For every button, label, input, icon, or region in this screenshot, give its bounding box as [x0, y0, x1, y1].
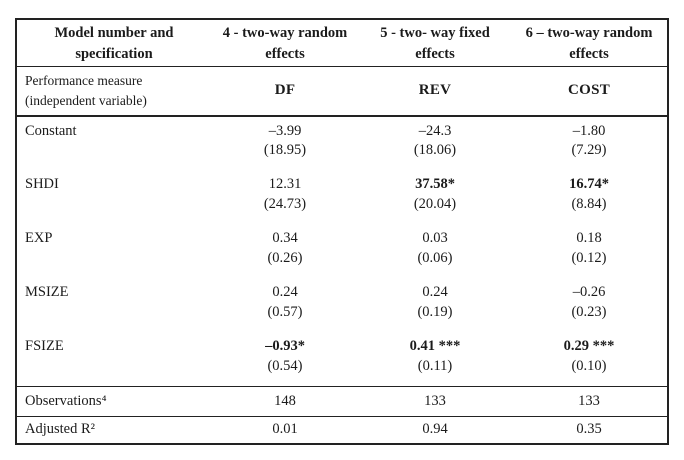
value-cell: 0.35: [511, 415, 668, 444]
value-cell: 0.94: [359, 415, 511, 444]
coef-cell: –0.93*: [265, 337, 305, 354]
row-msize-se: (0.57) (0.19) (0.23): [16, 302, 668, 322]
row-msize-coef: MSIZE 0.24 0.24 –0.26: [16, 282, 668, 302]
value-cell: 133: [359, 385, 511, 416]
value-cell: 133: [511, 385, 668, 416]
coef-cell: –24.3: [418, 123, 452, 139]
row-spacer: [16, 160, 668, 174]
se-cell: (24.73): [263, 195, 307, 212]
coef-cell: 0.34: [272, 229, 298, 246]
coef-cell: 16.74*: [569, 175, 609, 192]
coef-cell: 12.31: [268, 175, 302, 192]
header-measure-rev: REV: [359, 66, 511, 117]
row-spacer: [16, 268, 668, 282]
coef-cell: –3.99: [268, 123, 302, 139]
header-measure-df: DF: [211, 66, 359, 117]
se-cell: (0.57): [267, 303, 303, 320]
row-spacer: [16, 322, 668, 336]
row-exp-coef: EXP 0.34 0.03 0.18: [16, 228, 668, 248]
se-cell: (20.04): [413, 195, 457, 212]
coef-cell: 0.03: [422, 229, 448, 246]
se-cell: (18.95): [263, 141, 307, 158]
row-spacer: [16, 214, 668, 228]
header-model-5: 5 - two- way fixed effects: [359, 19, 511, 67]
coef-cell: 0.24: [422, 283, 448, 300]
coef-cell: 0.18: [576, 229, 602, 246]
row-shdi-se: (24.73) (20.04) (8.84): [16, 194, 668, 214]
coef-cell: –1.80: [572, 123, 606, 139]
row-shdi-coef: SHDI 12.31 37.58* 16.74*: [16, 174, 668, 194]
se-cell: (0.11): [417, 357, 453, 374]
row-fsize-coef: FSIZE –0.93* 0.41 *** 0.29 ***: [16, 336, 668, 356]
regression-results-table: Model number and specification 4 - two-w…: [15, 18, 669, 445]
se-cell: (0.54): [267, 357, 303, 374]
se-cell: (8.84): [571, 195, 607, 212]
header-model-4: 4 - two-way random effects: [211, 19, 359, 67]
empty-cell: [16, 194, 211, 214]
empty-cell: [16, 140, 211, 160]
row-constant-se: (18.95) (18.06) (7.29): [16, 140, 668, 160]
row-label: SHDI: [25, 175, 59, 192]
se-cell: (0.06): [417, 249, 453, 266]
se-cell: (0.10): [571, 357, 607, 374]
measure-header-row: Performance measure (independent variabl…: [16, 66, 668, 117]
row-label: EXP: [25, 229, 53, 246]
se-cell: (18.06): [413, 141, 457, 158]
empty-cell: [16, 356, 211, 376]
row-adjusted-r2: Adjusted R² 0.01 0.94 0.35: [16, 415, 668, 444]
row-label: Observations⁴: [16, 385, 211, 416]
header-model-6: 6 – two-way random effects: [511, 19, 668, 67]
row-exp-se: (0.26) (0.06) (0.12): [16, 248, 668, 268]
coef-cell: –0.26: [572, 283, 606, 300]
coef-cell: 0.29 ***: [563, 337, 615, 354]
se-cell: (0.26): [267, 249, 303, 266]
header-performance-measure: Performance measure (independent variabl…: [16, 66, 211, 117]
row-label: Adjusted R²: [16, 415, 211, 444]
value-cell: 0.01: [211, 415, 359, 444]
row-fsize-se: (0.54) (0.11) (0.10): [16, 356, 668, 376]
row-observations: Observations⁴ 148 133 133: [16, 385, 668, 416]
se-cell: (0.19): [417, 303, 453, 320]
se-cell: (0.12): [571, 249, 607, 266]
coef-cell: 37.58*: [415, 175, 455, 192]
model-header-row: Model number and specification 4 - two-w…: [16, 19, 668, 67]
coef-cell: 0.24: [272, 283, 298, 300]
empty-cell: [16, 302, 211, 322]
coef-cell: 0.41 ***: [409, 337, 461, 354]
empty-cell: [16, 248, 211, 268]
row-label: MSIZE: [25, 283, 69, 300]
row-label: Constant: [25, 123, 77, 139]
row-constant-coef: Constant –3.99 –24.3 –1.80: [16, 116, 668, 140]
value-cell: 148: [211, 385, 359, 416]
se-cell: (7.29): [571, 141, 607, 158]
se-cell: (0.23): [571, 303, 607, 320]
row-label: FSIZE: [25, 337, 64, 354]
row-spacer: [16, 376, 668, 386]
header-measure-cost: COST: [511, 66, 668, 117]
header-model-spec: Model number and specification: [16, 19, 211, 67]
